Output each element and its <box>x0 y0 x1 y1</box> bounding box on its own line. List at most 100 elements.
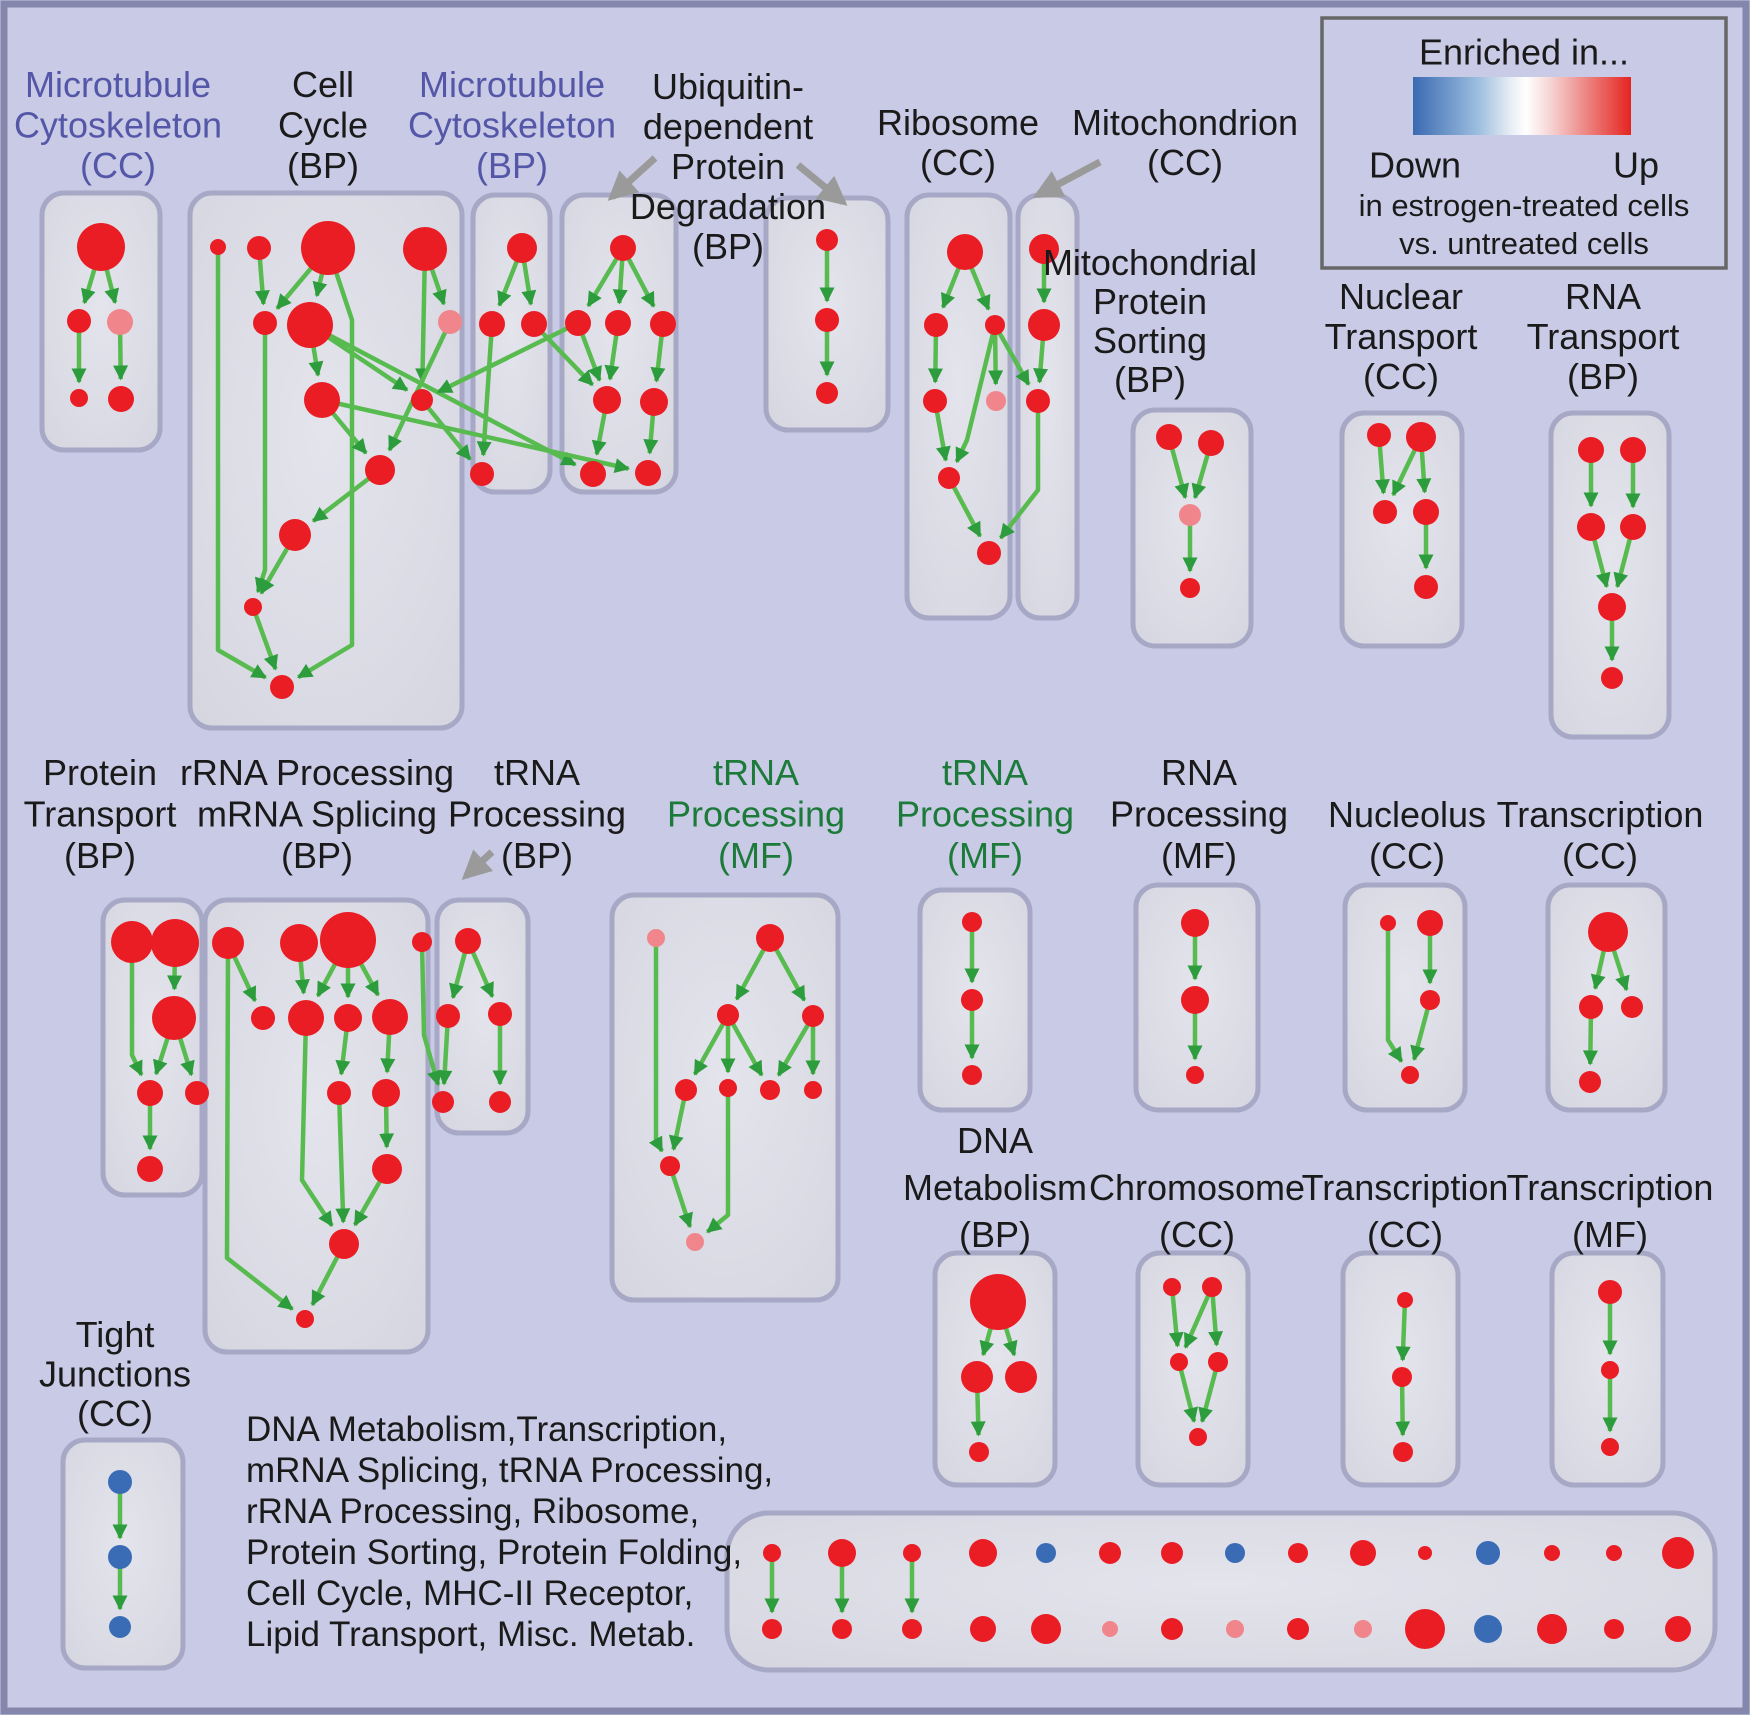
go-term-node-misc-cluster-13 <box>1606 1545 1622 1561</box>
go-term-node-rrna-mrna-0 <box>212 927 244 959</box>
go-term-node-rrna-mrna-9 <box>372 1079 400 1107</box>
go-term-node-protein-transport-3 <box>137 1080 163 1106</box>
go-term-node-chromosome-2 <box>1170 1353 1188 1371</box>
go-term-node-mito-sorting-1 <box>1198 430 1224 456</box>
go-term-node-misc-cluster-1 <box>828 1539 856 1567</box>
go-term-node-transcription-mf-2 <box>1601 1438 1619 1456</box>
cluster-label-rna-transport: RNA Transport (BP) <box>1527 276 1680 397</box>
go-term-node-transcription-cc-row3-1 <box>1392 1367 1412 1387</box>
cluster-label-protein-transport: Protein Transport (BP) <box>24 752 177 876</box>
go-term-node-misc-cluster-27 <box>1537 1614 1567 1644</box>
go-term-node-ubiquitin-d-1 <box>565 310 591 336</box>
go-term-node-cell-cycle-12 <box>270 675 294 699</box>
go-term-node-misc-cluster-4 <box>1036 1543 1056 1563</box>
cluster-box-protein-transport <box>100 897 205 1198</box>
edge-rrna-mrna <box>335 1092 351 1224</box>
cluster-label-ubiquitin: Ubiquitin-dependent Protein Degradation (BP… <box>630 66 826 267</box>
go-term-node-protein-transport-0 <box>111 921 153 963</box>
go-term-node-rna-transport-0 <box>1578 437 1604 463</box>
go-term-node-rna-transport-3 <box>1620 514 1646 540</box>
go-term-node-nucleolus-2 <box>1420 990 1440 1010</box>
go-term-node-cell-cycle-1 <box>247 236 271 260</box>
go-term-node-trna-mf-2-0 <box>962 912 982 932</box>
edge-ubiquitin-d-to-cell-cycle <box>436 320 579 395</box>
edge-chromosome <box>1176 1361 1199 1423</box>
go-term-node-transcription-cc-row2-2 <box>1621 996 1643 1018</box>
go-term-node-microtubule-bp-3 <box>470 462 494 486</box>
cluster-label-transcription-cc-row2: Transcription (CC) <box>1497 794 1704 877</box>
go-term-node-chromosome-3 <box>1208 1352 1228 1372</box>
cluster-box-dna-metabolism <box>932 1250 1058 1488</box>
go-term-node-misc-cluster-28 <box>1604 1619 1624 1639</box>
go-term-node-chromosome-0 <box>1163 1278 1181 1296</box>
edge-trna-mf-1 <box>705 1088 731 1234</box>
go-term-node-cell-cycle-6 <box>438 310 462 334</box>
go-term-node-ribosome-0 <box>947 234 983 270</box>
go-term-node-protein-transport-5 <box>137 1156 163 1182</box>
misc-cluster-description: DNA Metabolism,Transcription, mRNA Splici… <box>246 1410 773 1654</box>
cluster-label-cell-cycle: Cell Cycle (BP) <box>278 64 368 186</box>
edge-microtubule-bp <box>476 323 495 457</box>
go-term-node-chromosome-4 <box>1189 1428 1207 1446</box>
cluster-label-transcription-mf: Transcription (MF) <box>1507 1167 1714 1255</box>
cluster-label-mito-sorting: Mitochondrial Protein Sorting (BP) <box>1043 242 1257 400</box>
go-term-node-transcription-cc-row2-3 <box>1579 1071 1601 1093</box>
go-term-node-mito-sorting-0 <box>1156 424 1182 450</box>
go-term-node-misc-cluster-3 <box>969 1539 997 1567</box>
go-term-node-microtubule-bp-2 <box>521 311 547 337</box>
go-term-node-ubiquitin-e-1 <box>815 308 839 332</box>
go-term-node-transcription-cc-row3-2 <box>1393 1442 1413 1462</box>
edge-mitochondrion-to-ribosome <box>998 401 1041 540</box>
go-term-node-misc-cluster-12 <box>1544 1545 1560 1561</box>
go-term-node-transcription-cc-row2-0 <box>1588 912 1628 952</box>
go-term-node-misc-cluster-0 <box>763 1544 781 1562</box>
edge-trna-mf-1 <box>667 1165 693 1229</box>
cluster-label-trna-mf-1: tRNA Processing (MF) <box>667 752 845 876</box>
go-term-node-misc-cluster-17 <box>902 1619 922 1639</box>
go-term-node-trna-mf-1-2 <box>717 1004 739 1026</box>
go-term-node-cell-cycle-11 <box>244 598 262 616</box>
go-term-node-trna-mf-1-1 <box>756 924 784 952</box>
cluster-label-dna-metabolism: DNA Metabolism (BP) <box>903 1120 1087 1255</box>
cluster-label-rna-processing-mf: RNA Processing (MF) <box>1110 752 1288 876</box>
go-term-node-microtubule-cc-3 <box>70 389 88 407</box>
go-term-node-mito-sorting-2 <box>1179 504 1201 526</box>
legend-gradient-bar <box>1413 77 1631 135</box>
go-term-node-cell-cycle-0 <box>210 239 226 255</box>
go-term-node-rrna-mrna-8 <box>327 1081 351 1105</box>
go-term-node-dna-metabolism-1 <box>961 1361 993 1393</box>
edge-nucleolus <box>1385 923 1404 1063</box>
go-term-node-nuclear-transport-2 <box>1373 500 1397 524</box>
go-term-node-nuclear-transport-3 <box>1413 499 1439 525</box>
cluster-box-trna-mf-1 <box>609 892 841 1303</box>
go-term-node-nucleolus-0 <box>1380 915 1396 931</box>
go-term-node-protein-transport-4 <box>185 1081 209 1105</box>
go-term-node-rrna-mrna-2 <box>320 912 376 968</box>
go-term-node-misc-cluster-8 <box>1288 1543 1308 1563</box>
go-term-node-misc-cluster-23 <box>1287 1618 1309 1640</box>
edge-ribosome-to-mitochondrion <box>993 323 1031 386</box>
go-term-node-misc-cluster-19 <box>1031 1614 1061 1644</box>
go-term-node-misc-cluster-25 <box>1405 1609 1445 1649</box>
go-term-node-tight-junctions-0 <box>108 1470 132 1494</box>
nodes-layer <box>67 221 1694 1649</box>
go-term-node-ubiquitin-e-2 <box>816 382 838 404</box>
go-term-node-trna-bp-4 <box>489 1091 511 1113</box>
edge-trna-mf-1 <box>726 1013 764 1077</box>
cluster-box-chromosome <box>1135 1250 1251 1488</box>
edge-protein-transport <box>128 942 144 1077</box>
cluster-label-ribosome: Ribosome (CC) <box>877 102 1039 183</box>
go-term-node-mitochondrion-0 <box>1029 234 1059 264</box>
go-term-node-cell-cycle-2 <box>301 221 355 275</box>
edge-trna-mf-1 <box>776 1014 815 1077</box>
go-term-node-nucleolus-1 <box>1417 910 1443 936</box>
cluster-label-trna-mf-2: tRNA Processing (MF) <box>896 752 1074 876</box>
go-term-node-cell-cycle-5 <box>287 302 333 348</box>
cluster-label-microtubule-cc: Microtubule Cytoskeleton (CC) <box>14 64 222 186</box>
pointer-arrow-trna-bp-to-box <box>461 849 495 880</box>
cluster-label-rrna-mrna: rRNA Processing mRNA Splicing (BP) <box>180 752 454 876</box>
go-term-node-rrna-mrna-5 <box>288 1000 324 1036</box>
go-term-node-chromosome-1 <box>1202 1277 1222 1297</box>
